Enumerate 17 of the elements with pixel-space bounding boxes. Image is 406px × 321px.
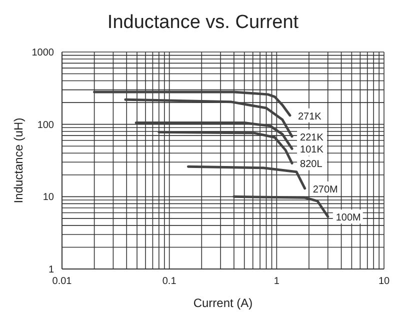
x-tick-label: 10 xyxy=(378,276,390,288)
series-label: 101K xyxy=(300,144,324,156)
series-label: 221K xyxy=(300,132,324,144)
x-tick-label: 0.1 xyxy=(162,276,177,288)
series-label: 270M xyxy=(312,184,338,196)
y-tick-label: 1000 xyxy=(32,48,54,59)
y-tick-label: 10 xyxy=(42,192,54,204)
y-axis-title: Inductance (uH) xyxy=(11,118,26,204)
series-label: 100M xyxy=(336,212,361,224)
x-tick-label: 0.01 xyxy=(52,276,72,288)
series-label: 271K xyxy=(298,111,322,122)
series-label: 820L xyxy=(300,159,323,170)
x-tick-label: 1 xyxy=(274,276,280,288)
x-axis-title: Current (A) xyxy=(193,296,253,310)
y-tick-label: 1 xyxy=(48,264,54,276)
y-tick-label: 100 xyxy=(37,120,54,131)
chart-title: Inductance vs. Current xyxy=(106,11,300,35)
